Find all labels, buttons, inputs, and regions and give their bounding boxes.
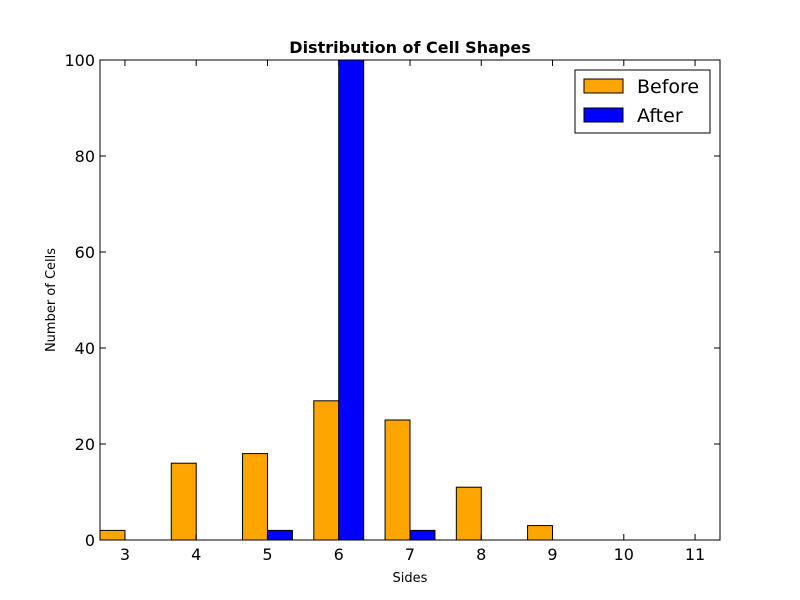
legend-swatch-after (583, 107, 624, 123)
legend-label-before: Before (637, 76, 699, 98)
legend-label-after: After (637, 105, 683, 127)
ticks-layer: 0 20 40 60 80 100 3 4 5 6 7 8 9 10 11 (64, 51, 720, 564)
bar-before-4 (170, 462, 197, 541)
bars-layer (99, 59, 554, 541)
legend-swatch-before (583, 78, 624, 94)
x-axis-label: Sides (393, 571, 428, 586)
x-tick-label: 7 (405, 545, 415, 564)
chart-title: Distribution of Cell Shapes (289, 38, 530, 57)
y-tick-label: 40 (75, 339, 95, 358)
bar-after-5 (266, 529, 293, 541)
x-tick-label: 9 (547, 545, 557, 564)
y-tick-label: 80 (75, 147, 95, 166)
legend: Before After (574, 69, 711, 134)
bar-after-6 (338, 59, 365, 541)
bar-before-9 (527, 525, 554, 541)
bar-before-6 (313, 400, 340, 541)
y-axis-label: Number of Cells (44, 248, 59, 352)
bar-before-7 (384, 419, 411, 541)
y-tick-label: 100 (64, 51, 95, 70)
x-tick-label: 10 (614, 545, 634, 564)
x-tick-label: 8 (476, 545, 486, 564)
bar-after-7 (409, 529, 436, 541)
x-tick-label: 11 (685, 545, 705, 564)
y-tick-label: 60 (75, 243, 95, 262)
y-tick-label: 0 (85, 531, 95, 550)
bar-before-8 (455, 486, 482, 541)
x-tick-label: 4 (191, 545, 201, 564)
x-tick-label: 5 (262, 545, 272, 564)
y-tick-label: 20 (75, 435, 95, 454)
bar-before-3 (99, 529, 126, 541)
x-tick-label: 6 (334, 545, 344, 564)
bar-before-5 (242, 453, 268, 541)
plot-frame (99, 59, 721, 541)
x-tick-label: 3 (120, 545, 130, 564)
